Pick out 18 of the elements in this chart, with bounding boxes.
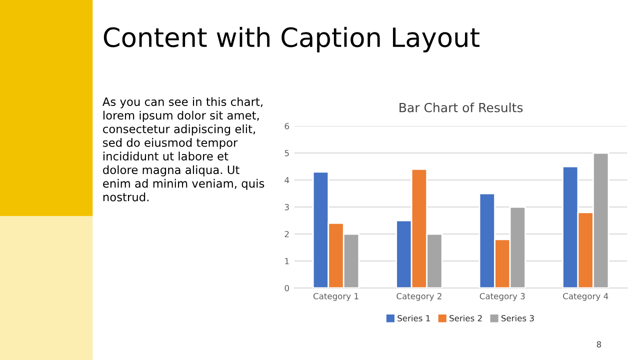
y-tick-label: 6 — [284, 122, 290, 130]
y-tick-label: 0 — [284, 284, 289, 292]
y-tick-label: 3 — [284, 204, 289, 210]
x-tick-label: Category 2 — [396, 293, 442, 301]
x-tick-label: Category 1 — [313, 293, 358, 301]
x-tick-label: Category 4 — [563, 293, 608, 301]
y-tick-label: 2 — [284, 230, 289, 238]
legend-label: Series 1 — [398, 314, 430, 322]
legend-label: Series 2 — [450, 314, 482, 322]
chart-title: Bar Chart of Results — [400, 102, 523, 112]
y-tick-label: 4 — [284, 177, 290, 184]
text: Content with Caption Layout — [104, 26, 480, 52]
text: 8 — [596, 341, 602, 348]
text: As you can see in this chart, lorem ipsum dolor sit amet, consectetur adipiscing elit, sed do eiusmod tempor incididunt ut labore et dolore magna aliqua. Ut enim ad minim veniam, quis nostrud. — [102, 97, 264, 202]
x-tick-label: Category 3 — [480, 293, 525, 301]
legend-label: Series 3 — [501, 314, 534, 322]
y-tick-label: 5 — [284, 150, 289, 156]
y-tick-label: 1 — [285, 258, 289, 264]
